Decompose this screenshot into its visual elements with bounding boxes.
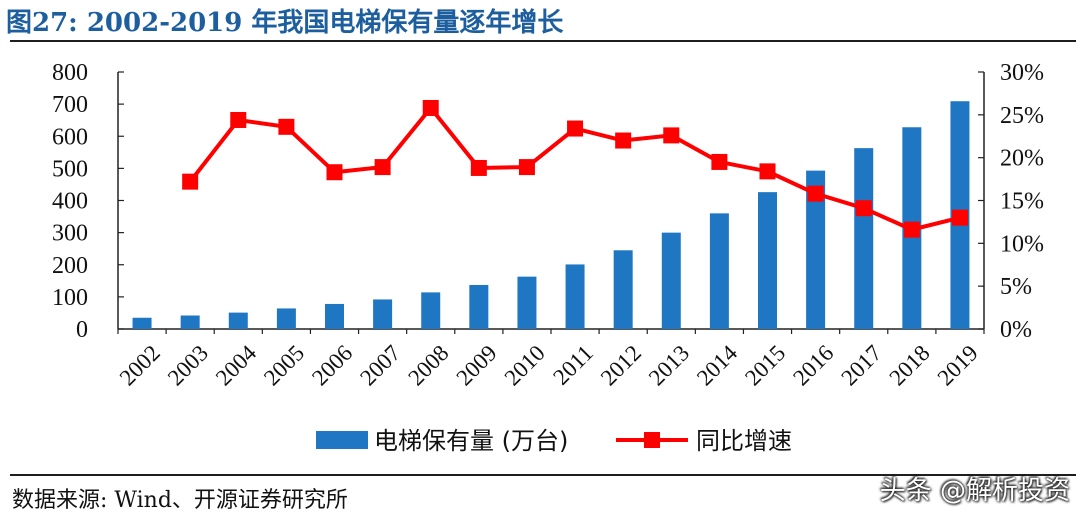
bar <box>180 315 200 329</box>
x-tick-label: 2010 <box>500 340 550 390</box>
bar <box>276 308 296 329</box>
chart-title: 图27: 2002-2019 年我国电梯保有量逐年增长 <box>6 8 564 38</box>
left-tick-label: 500 <box>52 156 88 182</box>
bar <box>517 276 537 329</box>
line-point <box>903 221 920 238</box>
line-point <box>855 200 872 217</box>
x-tick-label: 2016 <box>788 340 838 390</box>
right-tick-label: 25% <box>1000 103 1044 129</box>
legend-bar-swatch <box>316 431 368 449</box>
x-tick-label: 2006 <box>307 340 357 390</box>
bar <box>373 299 393 329</box>
x-tick-label: 2004 <box>211 340 262 391</box>
left-tick-label: 600 <box>52 124 88 150</box>
left-tick-label: 300 <box>52 221 88 247</box>
line-point <box>230 111 247 128</box>
x-tick-label: 2015 <box>740 340 790 390</box>
line-point <box>278 118 295 135</box>
x-tick-label: 2003 <box>163 340 213 390</box>
chart-canvas: 0 100 200 300 400 500 600 700 800 0% 5% 10% 15% 20% 25… <box>52 60 1044 455</box>
line-point <box>663 127 680 144</box>
x-tick-label: 2012 <box>596 340 646 390</box>
chart-axes: 0 100 200 300 400 500 600 700 800 0% 5% 10% 15% 20% 25… <box>52 60 1044 343</box>
right-tick-label: 5% <box>1000 274 1032 300</box>
x-tick-label: 2008 <box>403 340 453 390</box>
bar <box>228 312 248 329</box>
x-tick-labels: 2002200320042005200620072008200920102011… <box>115 340 983 391</box>
x-tick-label: 2007 <box>355 340 405 390</box>
bar <box>613 250 633 329</box>
x-tick-label: 2019 <box>933 340 983 390</box>
line-point <box>326 164 343 181</box>
x-tick-label: 2009 <box>451 340 501 390</box>
chart-legend: 电梯保有量 (万台) 同比增速 <box>316 427 792 455</box>
x-tick-label: 2018 <box>884 340 934 390</box>
bar-series <box>132 101 970 329</box>
bar <box>132 317 152 329</box>
bar <box>758 192 777 329</box>
right-tick-label: 0% <box>1000 317 1032 343</box>
legend-line-marker <box>644 432 660 448</box>
x-tick-label: 2005 <box>259 340 309 390</box>
right-tick-label: 20% <box>1000 146 1044 172</box>
bar <box>854 148 874 329</box>
bar <box>806 170 826 329</box>
x-tick-label: 2002 <box>115 340 165 390</box>
line-point <box>470 159 487 176</box>
title-divider <box>10 40 1076 42</box>
line-series <box>182 99 968 238</box>
line-point <box>807 185 824 202</box>
line-point <box>518 159 535 176</box>
legend-line-label: 同比增速 <box>696 427 792 455</box>
x-tick-label: 2013 <box>644 340 694 390</box>
footer-divider <box>10 474 1076 476</box>
line-point <box>759 163 776 180</box>
left-tick-label: 400 <box>52 189 88 215</box>
bar <box>421 292 441 329</box>
x-tick-label: 2011 <box>548 340 598 390</box>
source-note: 数据来源: Wind、开源证券研究所 <box>12 488 348 513</box>
bar <box>661 232 681 329</box>
watermark: 头条 @解析投资 <box>879 476 1070 506</box>
line-point <box>711 153 728 170</box>
line-point <box>615 132 632 149</box>
x-tick-label: 2017 <box>836 340 886 390</box>
bar <box>709 213 729 329</box>
line-point <box>951 209 968 226</box>
right-tick-label: 10% <box>1000 231 1044 257</box>
x-tick-label: 2014 <box>692 340 743 391</box>
right-tick-label: 15% <box>1000 189 1044 215</box>
line-point <box>422 99 439 116</box>
left-tick-label: 700 <box>52 92 88 118</box>
legend-bar-label: 电梯保有量 (万台) <box>374 427 568 455</box>
left-tick-label: 200 <box>52 253 88 279</box>
right-tick-label: 30% <box>1000 60 1044 86</box>
left-tick-label: 100 <box>52 285 88 311</box>
line-point <box>567 120 584 137</box>
line-point <box>374 159 391 176</box>
left-tick-label: 0 <box>76 317 88 343</box>
bar <box>325 303 344 329</box>
line-point <box>182 173 199 190</box>
bar <box>565 264 585 329</box>
left-tick-label: 800 <box>52 60 88 86</box>
bar <box>469 284 489 329</box>
